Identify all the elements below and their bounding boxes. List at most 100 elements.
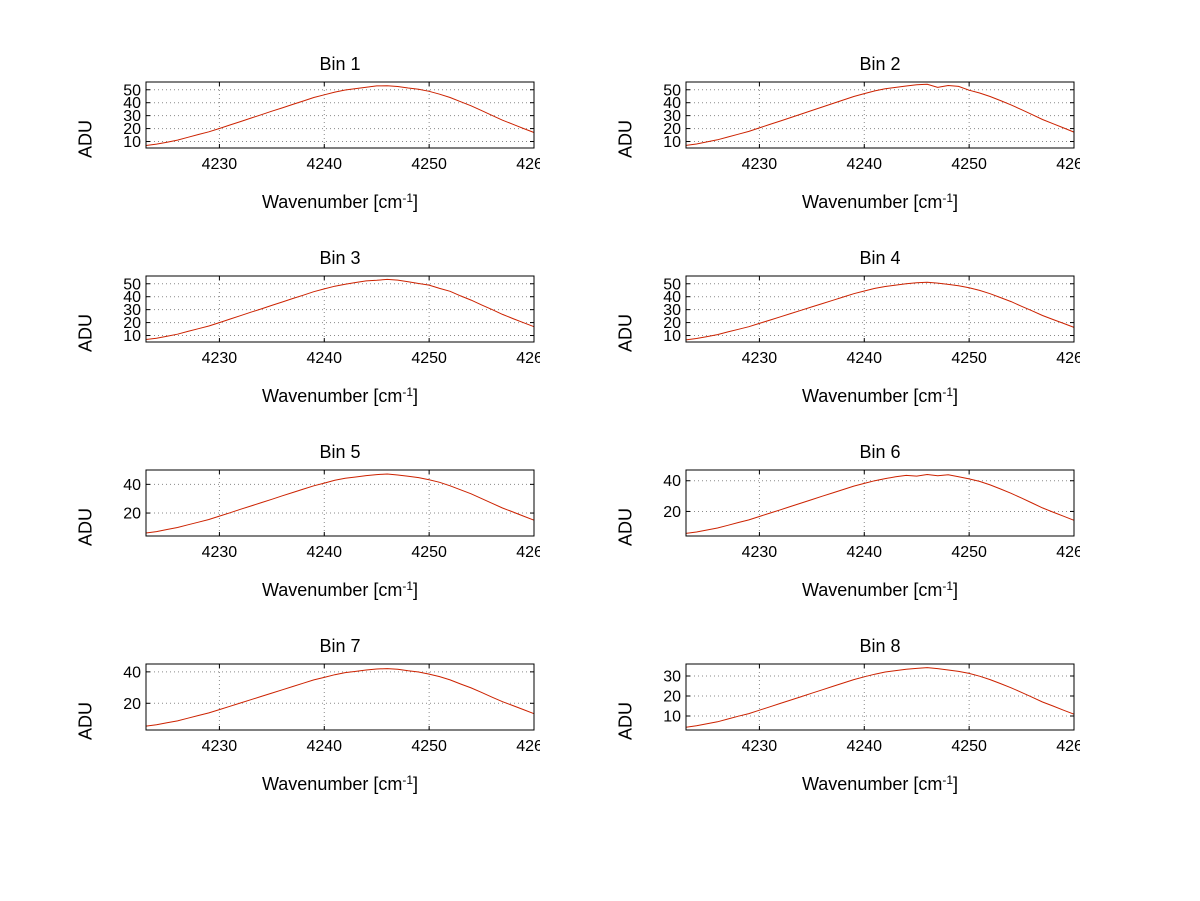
- svg-text:50: 50: [123, 82, 141, 99]
- svg-text:4230: 4230: [742, 350, 778, 367]
- x-axis-label: Wavenumber [cm-1]: [801, 773, 959, 794]
- subplot-bin-5: Bin 5 ADU 42304240425042602040 Wavenumbe…: [70, 440, 541, 600]
- svg-text:4240: 4240: [306, 738, 342, 755]
- superscript: -1: [942, 191, 954, 205]
- svg-text:20: 20: [123, 696, 141, 713]
- svg-text:4260: 4260: [1056, 156, 1080, 173]
- svg-text:4230: 4230: [202, 350, 238, 367]
- svg-text:4260: 4260: [1056, 738, 1080, 755]
- subplot-bin-7: Bin 7 ADU 42304240425042602040 Wavenumbe…: [70, 634, 541, 794]
- svg-text:10: 10: [663, 134, 681, 151]
- svg-text:4250: 4250: [411, 350, 447, 367]
- x-axis-label: Wavenumber [cm-1]: [801, 579, 959, 600]
- subplot-bin-6: Bin 6 ADU 42304240425042602040 Wavenumbe…: [610, 440, 1081, 600]
- plot-wrap: ADU 42304240425042601020304050: [616, 76, 1080, 184]
- subplot-bin-4: Bin 4 ADU 42304240425042601020304050 Wav…: [610, 246, 1081, 406]
- plot-area: 4230 4240 4250 4260 20 40: [123, 469, 540, 561]
- subplot-title: Bin 2: [859, 54, 901, 74]
- svg-text:40: 40: [123, 289, 141, 306]
- subplot-bin-8: Bin 8 ADU 4230424042504260102030 Wavenum…: [610, 634, 1081, 794]
- plot-wrap: ADU 42304240425042601020304050: [616, 270, 1080, 378]
- subplot-title: Bin 7: [319, 636, 361, 656]
- svg-text:20: 20: [663, 504, 681, 521]
- x-axis-label: Wavenumber [cm-1]: [261, 579, 419, 600]
- svg-text:4250: 4250: [411, 156, 447, 173]
- subplot-title: Bin 1: [319, 54, 361, 74]
- svg-text:20: 20: [123, 506, 141, 523]
- svg-text:4260: 4260: [516, 350, 540, 367]
- plot-wrap: ADU 42304240425042601020304050: [76, 270, 540, 378]
- svg-text:30: 30: [663, 302, 681, 319]
- svg-text:4230: 4230: [202, 156, 238, 173]
- svg-text:50: 50: [123, 276, 141, 293]
- svg-text:30: 30: [663, 669, 681, 686]
- svg-text:50: 50: [663, 82, 681, 99]
- svg-text:30: 30: [663, 108, 681, 125]
- svg-text:4230: 4230: [202, 544, 238, 561]
- svg-text:4250: 4250: [951, 350, 987, 367]
- svg-text:40: 40: [663, 95, 681, 112]
- superscript: -1: [942, 773, 954, 787]
- svg-text:20: 20: [123, 121, 141, 138]
- superscript: -1: [942, 385, 954, 399]
- x-axis-label: Wavenumber [cm-1]: [261, 773, 419, 794]
- svg-text:4240: 4240: [306, 350, 342, 367]
- figure-grid: Bin 1 ADU 42304240425042601020304050 Wav…: [70, 52, 1081, 794]
- svg-text:10: 10: [663, 709, 681, 726]
- svg-text:4230: 4230: [742, 544, 778, 561]
- plot-area: 4230 4240 4250 4260 10 20 30: [663, 663, 1080, 755]
- svg-text:4230: 4230: [742, 156, 778, 173]
- subplot-bin-1: Bin 1 ADU 42304240425042601020304050 Wav…: [70, 52, 541, 212]
- x-axis-label: Wavenumber [cm-1]: [261, 191, 419, 212]
- svg-text:20: 20: [663, 315, 681, 332]
- plot-wrap: ADU 42304240425042602040: [616, 464, 1080, 572]
- subplot-title: Bin 3: [319, 248, 361, 268]
- subplot-title: Bin 8: [859, 636, 901, 656]
- superscript: -1: [402, 191, 414, 205]
- x-axis-label: Wavenumber [cm-1]: [261, 385, 419, 406]
- superscript: -1: [402, 385, 414, 399]
- subplot-bin-2: Bin 2 ADU 42304240425042601020304050 Wav…: [610, 52, 1081, 212]
- svg-text:4260: 4260: [1056, 350, 1080, 367]
- svg-text:4240: 4240: [846, 350, 882, 367]
- svg-text:4260: 4260: [516, 156, 540, 173]
- svg-text:20: 20: [663, 689, 681, 706]
- superscript: -1: [402, 773, 414, 787]
- svg-text:4260: 4260: [516, 544, 540, 561]
- superscript: -1: [942, 579, 954, 593]
- plot-wrap: ADU 4230424042504260102030: [616, 658, 1080, 766]
- svg-text:40: 40: [123, 664, 141, 681]
- plot-area: 4230 4240 4250 4260 20 40: [663, 469, 1080, 561]
- svg-text:40: 40: [663, 289, 681, 306]
- svg-text:4230: 4230: [202, 738, 238, 755]
- subplot-bin-3: Bin 3 ADU 42304240425042601020304050 Wav…: [70, 246, 541, 406]
- svg-text:40: 40: [123, 477, 141, 494]
- svg-text:4230: 4230: [742, 738, 778, 755]
- plot-wrap: ADU 42304240425042602040: [76, 464, 540, 572]
- svg-text:4240: 4240: [846, 738, 882, 755]
- svg-text:10: 10: [123, 134, 141, 151]
- svg-text:40: 40: [123, 95, 141, 112]
- subplot-title: Bin 6: [859, 442, 901, 462]
- svg-text:30: 30: [123, 108, 141, 125]
- x-axis-label: Wavenumber [cm-1]: [801, 191, 959, 212]
- x-axis-label: Wavenumber [cm-1]: [801, 385, 959, 406]
- svg-text:4250: 4250: [411, 738, 447, 755]
- superscript: -1: [402, 579, 414, 593]
- svg-text:10: 10: [663, 328, 681, 345]
- svg-text:30: 30: [123, 302, 141, 319]
- plot-area: 4230 4240 4250 4260 20 40: [123, 663, 540, 755]
- svg-text:4250: 4250: [411, 544, 447, 561]
- svg-text:20: 20: [123, 315, 141, 332]
- svg-text:4240: 4240: [846, 544, 882, 561]
- svg-text:4260: 4260: [516, 738, 540, 755]
- svg-text:40: 40: [663, 473, 681, 490]
- plot-wrap: ADU 42304240425042601020304050: [76, 76, 540, 184]
- svg-text:20: 20: [663, 121, 681, 138]
- svg-text:4240: 4240: [306, 156, 342, 173]
- subplot-title: Bin 4: [859, 248, 901, 268]
